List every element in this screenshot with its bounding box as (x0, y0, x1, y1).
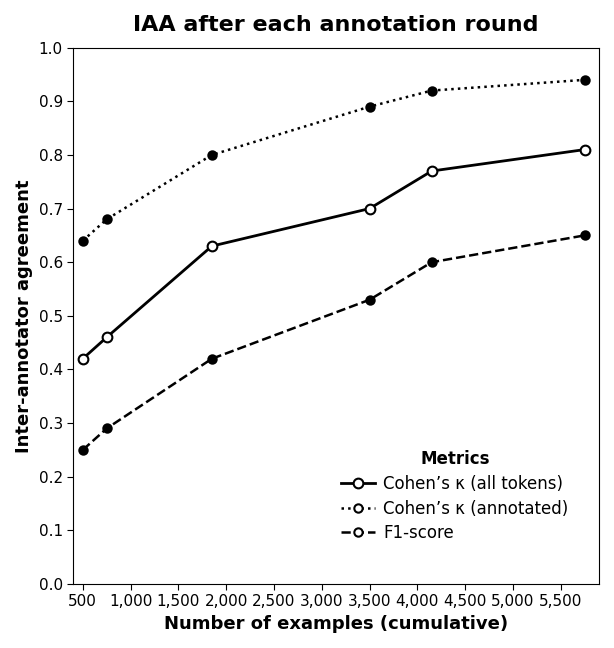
X-axis label: Number of examples (cumulative): Number of examples (cumulative) (164, 615, 508, 633)
Y-axis label: Inter-annotator agreement: Inter-annotator agreement (15, 179, 33, 452)
Legend: Cohen’s κ (all tokens), Cohen’s κ (annotated), F1-score: Cohen’s κ (all tokens), Cohen’s κ (annot… (335, 443, 575, 549)
Title: IAA after each annotation round: IAA after each annotation round (133, 15, 539, 35)
